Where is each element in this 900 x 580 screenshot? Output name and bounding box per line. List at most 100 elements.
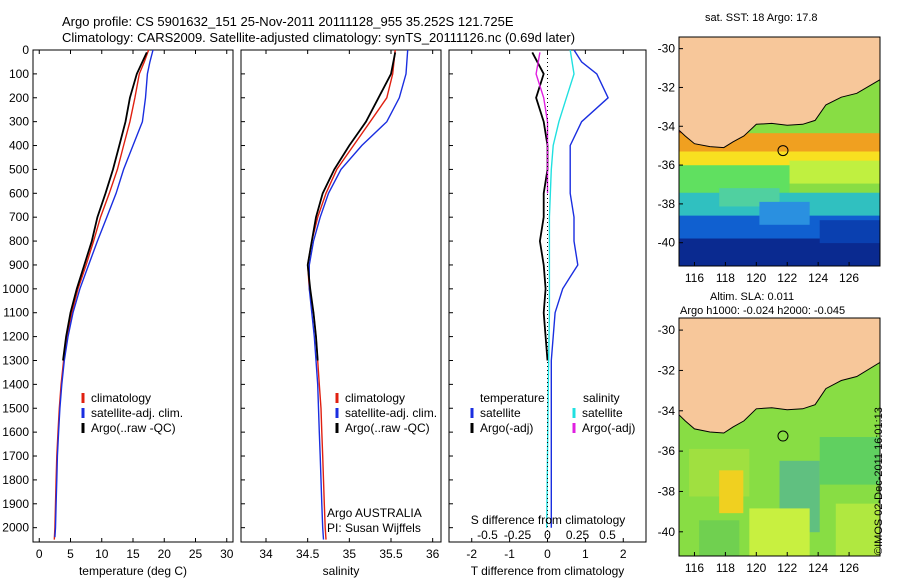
sst-lon-tick-label: 120	[746, 271, 766, 285]
sla-map-frame	[678, 317, 881, 557]
sst-lon-tick-label: 124	[808, 271, 828, 285]
climatology-title: Climatology: CARS2009. Satellite-adjuste…	[62, 30, 576, 45]
sst-argo-float-marker	[777, 145, 789, 157]
series-line-argo-raw-qc-	[306, 52, 397, 361]
sst-map-frame	[678, 36, 881, 267]
sla-lat-tick-label: -30	[658, 323, 676, 337]
sla-map-patch	[699, 520, 740, 556]
x-tick-label: 35	[343, 547, 357, 561]
y-tick-label: 600	[9, 186, 29, 200]
annotation-pi: PI: Susan Wijffels	[327, 521, 421, 535]
series-line-satellite-adj-clim-	[54, 49, 154, 538]
salinity-legend-label: Argo(..raw -QC)	[345, 421, 430, 435]
sla-lon-tick-label: 116	[685, 561, 704, 575]
y-tick-label: 1300	[2, 353, 29, 367]
temperature-legend-label: Argo(..raw -QC)	[91, 421, 176, 435]
sla-land-mass	[678, 317, 881, 434]
sst-lat-tick-label: -40	[658, 236, 676, 250]
sla-lon-tick-label: 124	[808, 561, 828, 575]
sst-map-patch	[679, 238, 880, 266]
series-line-climatology	[53, 49, 150, 540]
y-tick-label: 0	[22, 43, 29, 57]
diff-salinity-legend-label: Argo(-adj)	[582, 421, 635, 435]
sla-lon-tick-label: 122	[777, 561, 797, 575]
sla-map-patch	[819, 437, 880, 485]
x-axis-label: T difference from climatology	[471, 564, 625, 578]
x-tick-label: 25	[189, 547, 203, 561]
x-tick-label: 30	[220, 547, 234, 561]
x-tick-label: 0	[544, 547, 551, 561]
salinity-legend-label: satellite-adj. clim.	[345, 406, 437, 420]
x-tick-label: 35.5	[379, 547, 403, 561]
sst-lat-tick-label: -38	[658, 197, 676, 211]
x-axis-label: temperature (deg C)	[79, 564, 187, 578]
x-tick-label: 10	[95, 547, 109, 561]
y-tick-label: 1600	[2, 425, 29, 439]
sla-lat-tick-label: -32	[658, 363, 676, 377]
sst-map-patch	[819, 220, 880, 244]
x-tick-label: -2	[466, 547, 477, 561]
y-tick-label: 900	[9, 258, 29, 272]
sla-map-patch	[749, 508, 810, 556]
panel-frame-temperature	[32, 49, 234, 543]
series-line-s-satellite	[546, 49, 575, 528]
sla-lon-tick-label: 126	[839, 561, 859, 575]
y-tick-label: 700	[9, 210, 29, 224]
salinity-legend-label: climatology	[345, 391, 405, 405]
sla-lat-tick-label: -40	[658, 525, 676, 539]
sst-lon-tick-label: 116	[685, 271, 704, 285]
x-tick-label: 34	[259, 547, 273, 561]
diff-salinity-tick-label: 0	[544, 528, 551, 542]
x-tick-label: 20	[158, 547, 172, 561]
sst-lat-tick-label: -30	[658, 42, 676, 56]
sst-lat-tick-label: -32	[658, 80, 676, 94]
y-tick-label: 1200	[2, 330, 29, 344]
y-tick-label: 100	[9, 67, 29, 81]
diff-salinity-tick-label: 0.25	[566, 528, 590, 542]
series-line-satellite-adj-clim-	[308, 49, 409, 540]
y-tick-label: 1100	[3, 306, 29, 320]
sst-map-patch	[759, 201, 810, 225]
x-tick-label: 15	[126, 547, 140, 561]
sla-lon-tick-label: 120	[746, 561, 766, 575]
y-tick-label: 300	[9, 115, 29, 129]
sla-argo-float-marker	[777, 430, 789, 442]
diff-temperature-legend-label: satellite	[480, 406, 521, 420]
y-tick-label: 1500	[2, 401, 29, 415]
sla-map-title: Altim. SLA: 0.011	[710, 291, 795, 303]
y-tick-label: 1000	[2, 282, 29, 296]
sla-map-patch	[835, 503, 880, 556]
sst-map-patch	[719, 188, 780, 207]
y-tick-label: 800	[9, 234, 29, 248]
temperature-legend-label: satellite-adj. clim.	[91, 406, 183, 420]
diff-salinity-axis-label: S difference from climatology	[471, 513, 626, 527]
diff-temperature-legend-label: Argo(-adj)	[480, 421, 533, 435]
sst-lon-tick-label: 118	[716, 271, 735, 285]
diff-salinity-tick-label: 0.5	[599, 528, 616, 542]
x-tick-label: 0	[36, 547, 43, 561]
y-tick-label: 1400	[2, 377, 29, 391]
sst-lon-tick-label: 126	[839, 271, 859, 285]
x-tick-label: 36	[426, 547, 440, 561]
x-tick-label: 5	[67, 547, 74, 561]
sla-map-patch	[719, 470, 744, 514]
sst-lon-tick-label: 122	[777, 271, 797, 285]
sla-lon-tick-label: 118	[716, 561, 735, 575]
sla-lat-tick-label: -38	[658, 484, 676, 498]
sla-lat-tick-label: -36	[658, 444, 676, 458]
sst-land-mass	[678, 36, 881, 149]
x-axis-label: salinity	[323, 564, 360, 578]
credit-label: ©IMOS 02-Dec-2011 16:01:13	[873, 407, 885, 555]
y-tick-label: 2000	[2, 521, 29, 535]
y-tick-label: 1700	[2, 449, 29, 463]
sst-lat-tick-label: -36	[658, 158, 676, 172]
series-line-s-argo-adj-	[535, 52, 549, 194]
x-tick-label: 2	[620, 547, 627, 561]
series-line-argo-raw-qc-	[62, 52, 148, 361]
y-tick-label: 200	[9, 91, 29, 105]
y-tick-label: 1900	[2, 497, 29, 511]
annotation-argo-australia: Argo AUSTRALIA	[327, 506, 422, 520]
diff-legend-title-salinity: salinity	[583, 391, 620, 405]
sst-lat-tick-label: -34	[658, 119, 676, 133]
